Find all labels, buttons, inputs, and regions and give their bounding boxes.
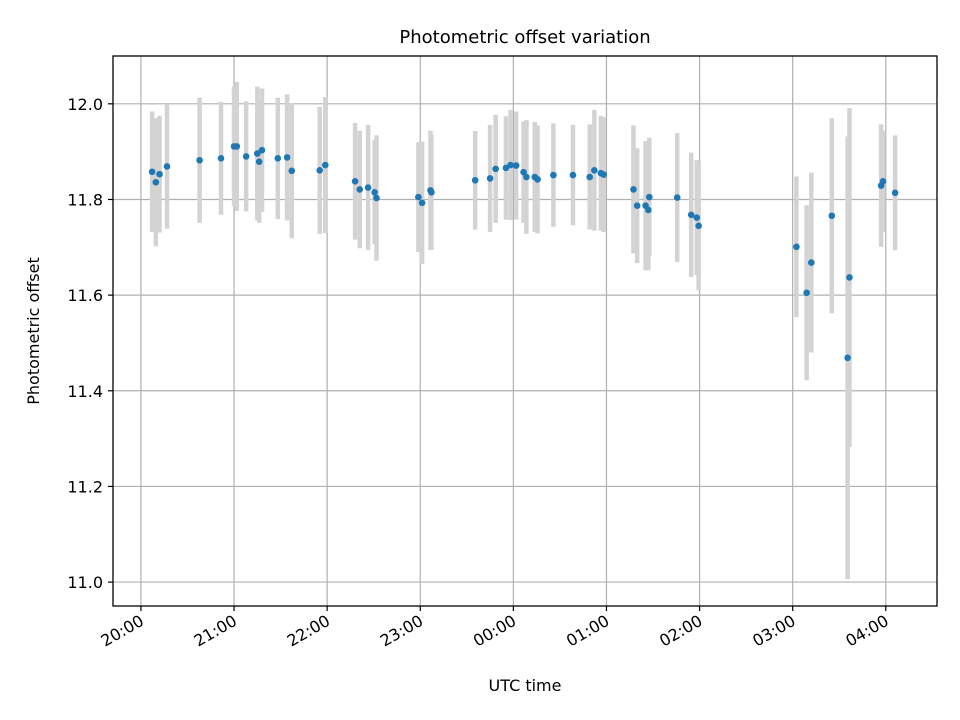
data-point xyxy=(793,243,800,251)
data-point xyxy=(600,171,607,178)
data-point xyxy=(512,162,520,169)
data-point xyxy=(371,189,378,196)
data-point xyxy=(520,168,527,176)
data-point xyxy=(591,167,598,174)
y-tick-label: 11.6 xyxy=(67,286,103,305)
y-tick-label: 11.4 xyxy=(67,382,103,401)
data-point xyxy=(428,189,435,196)
x-axis-label: UTC time xyxy=(489,676,562,695)
data-point xyxy=(846,274,853,281)
y-tick-label: 11.8 xyxy=(67,190,103,209)
data-point xyxy=(523,173,530,181)
data-point xyxy=(415,193,422,201)
data-point xyxy=(492,165,499,173)
data-point xyxy=(891,189,899,197)
data-point xyxy=(879,178,887,185)
data-point xyxy=(321,161,329,169)
data-point xyxy=(828,212,836,220)
y-axis-label: Photometric offset xyxy=(24,257,43,405)
data-point xyxy=(351,178,359,185)
data-point xyxy=(803,289,810,297)
data-point xyxy=(507,161,514,169)
data-point xyxy=(233,143,241,150)
data-point xyxy=(471,177,479,184)
data-point xyxy=(288,167,296,175)
data-point xyxy=(258,146,266,154)
data-point xyxy=(156,170,163,178)
data-points xyxy=(148,143,899,362)
y-tick-label: 11.2 xyxy=(67,477,103,496)
data-point xyxy=(217,155,225,162)
data-point xyxy=(196,156,203,164)
plot-frame xyxy=(112,55,938,607)
data-point xyxy=(274,155,282,162)
data-point xyxy=(808,259,815,266)
data-point xyxy=(645,206,652,214)
y-tick-label: 11.0 xyxy=(67,573,103,592)
data-point xyxy=(152,178,160,186)
data-point xyxy=(687,211,695,219)
data-point xyxy=(418,199,426,207)
data-point xyxy=(534,176,541,183)
data-point xyxy=(569,171,577,179)
data-point xyxy=(673,194,681,201)
data-point xyxy=(844,354,851,362)
data-point xyxy=(356,186,364,193)
data-point xyxy=(373,194,380,202)
data-point xyxy=(163,163,171,170)
data-point xyxy=(316,167,323,174)
data-point xyxy=(283,154,291,161)
data-point xyxy=(645,193,653,201)
y-tick-label: 12.0 xyxy=(67,95,103,114)
data-point xyxy=(695,222,702,230)
data-point xyxy=(550,171,557,179)
data-point xyxy=(255,158,263,165)
data-point xyxy=(148,168,156,176)
data-point xyxy=(242,153,250,160)
data-point xyxy=(630,186,637,193)
data-point xyxy=(254,150,261,157)
data-point xyxy=(633,202,641,209)
data-point xyxy=(693,214,701,221)
data-point xyxy=(364,184,372,191)
chart-title: Photometric offset variation xyxy=(399,27,650,48)
data-point xyxy=(586,173,594,181)
data-point xyxy=(486,175,494,182)
